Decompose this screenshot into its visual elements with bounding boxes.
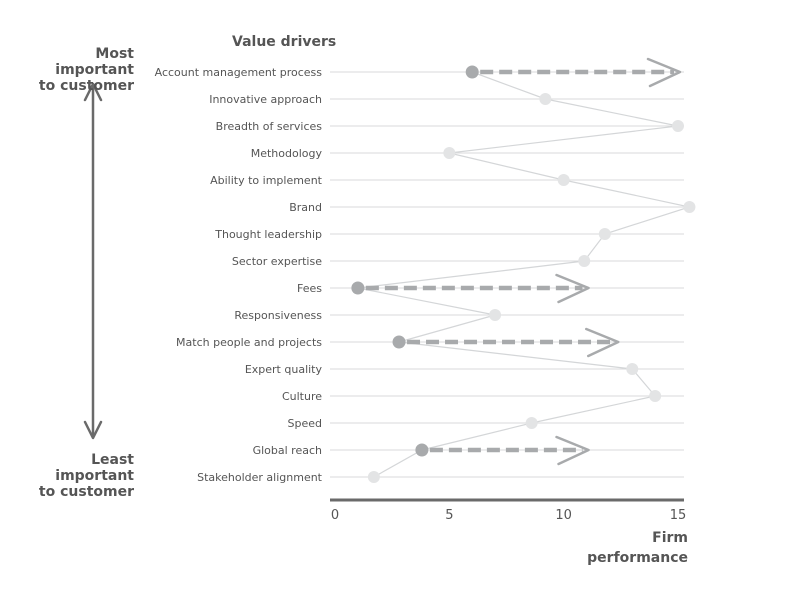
data-point <box>489 309 502 321</box>
importance-arrow-up <box>83 82 103 102</box>
importance-bottom-label: Least important to customer <box>8 452 134 500</box>
importance-arrow-down <box>83 420 103 440</box>
performance-points <box>351 65 696 483</box>
data-point <box>598 228 611 240</box>
driver-label: Fees <box>297 282 322 295</box>
driver-label: Thought leadership <box>214 228 322 241</box>
data-point <box>443 147 456 159</box>
x-axis-title-line-2: performance <box>587 550 688 566</box>
driver-label: Brand <box>289 201 322 214</box>
driver-label: Responsiveness <box>234 309 322 322</box>
driver-label: Ability to implement <box>210 174 323 187</box>
data-point <box>367 471 380 483</box>
gridlines <box>330 71 684 478</box>
improvement-arrow-head <box>555 435 590 466</box>
importance-axis <box>83 82 103 440</box>
driver-label: Account management process <box>155 66 323 79</box>
driver-label: Global reach <box>253 444 322 457</box>
data-point <box>539 93 552 105</box>
driver-label: Culture <box>282 390 322 403</box>
driver-label: Speed <box>288 417 322 430</box>
data-point <box>578 255 591 267</box>
driver-label: Breadth of services <box>216 120 323 133</box>
driver-labels: Account management process Innovative app… <box>155 66 323 484</box>
x-axis: 0 5 10 15 <box>330 498 687 523</box>
x-tick-label: 10 <box>555 508 572 523</box>
x-axis-title: Firm performance <box>560 528 688 568</box>
data-point <box>672 120 684 132</box>
chart-title: Value drivers <box>232 34 337 50</box>
driver-label: Methodology <box>251 147 323 160</box>
x-axis-title-line-1: Firm <box>652 530 688 546</box>
importance-top-label: Most important to customer <box>14 46 134 94</box>
highlighted-point <box>465 65 479 79</box>
improvement-arrow-head <box>555 273 590 304</box>
data-point <box>649 390 662 402</box>
improvement-arrow-head <box>646 57 682 88</box>
performance-connector <box>357 71 692 478</box>
driver-label: Stakeholder alignment <box>197 471 323 484</box>
importance-top-line-1: Most important <box>55 46 134 78</box>
importance-bottom-line-1: Least important <box>55 452 134 484</box>
highlighted-point <box>415 443 429 457</box>
improvement-arrows <box>365 57 682 466</box>
x-tick-label: 5 <box>445 508 453 523</box>
driver-label: Match people and projects <box>176 336 322 349</box>
importance-bottom-line-2: to customer <box>38 484 134 500</box>
data-point <box>683 201 696 213</box>
data-point <box>626 363 639 375</box>
performance-line <box>357 71 692 478</box>
improvement-arrow-head <box>585 327 620 358</box>
data-point <box>525 417 538 429</box>
highlighted-point <box>351 281 365 295</box>
x-tick-label: 0 <box>331 508 339 523</box>
driver-label: Expert quality <box>245 363 323 376</box>
importance-top-line-2: to customer <box>38 78 134 94</box>
data-point <box>557 174 570 186</box>
x-tick-label: 15 <box>670 508 687 523</box>
driver-label: Innovative approach <box>209 93 322 106</box>
highlighted-point <box>392 335 406 349</box>
driver-label: Sector expertise <box>232 255 322 268</box>
